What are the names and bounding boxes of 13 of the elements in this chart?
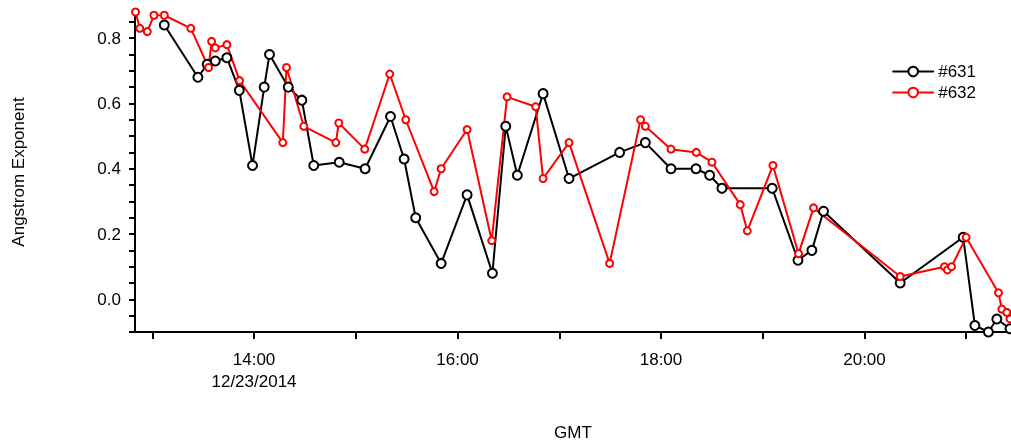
- x-tick-label: 20:00: [843, 349, 886, 369]
- y-axis-title: Angstrom Exponent: [9, 97, 28, 247]
- x-tick-label: 18:00: [639, 349, 683, 369]
- x-tick-label: 14:00 12/23/2014: [211, 349, 297, 391]
- y-tick-label: 0.6: [97, 93, 121, 113]
- y-tick-label: 0.8: [97, 28, 121, 48]
- x-tick-label: 16:00: [436, 349, 479, 369]
- legend-label: #631: [938, 62, 977, 81]
- y-tick-label: 0.0: [97, 289, 121, 309]
- x-axis-title: GMT: [554, 423, 592, 442]
- legend-label: #632: [938, 83, 977, 102]
- y-tick-label: 0.4: [97, 159, 121, 179]
- y-tick-label: 0.2: [97, 224, 121, 244]
